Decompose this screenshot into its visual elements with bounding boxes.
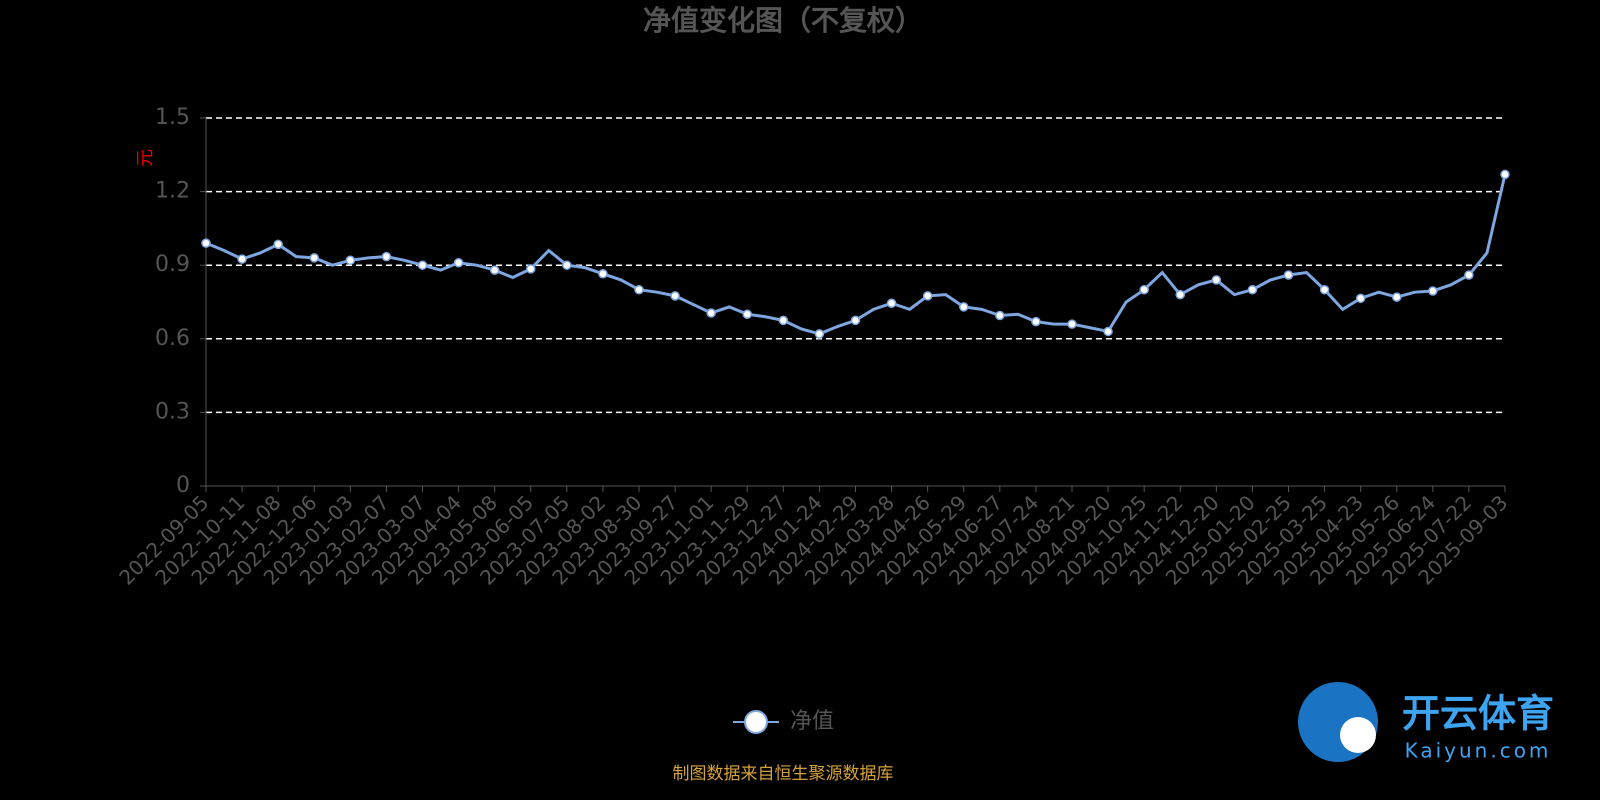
point <box>598 269 608 279</box>
point <box>670 291 680 301</box>
point <box>1067 319 1077 329</box>
point <box>959 302 969 312</box>
point <box>1464 270 1474 280</box>
y-tick-label: 1.2 <box>155 179 190 204</box>
source-note: 制图数据来自恒生聚源数据库 <box>673 764 894 784</box>
point <box>886 298 897 308</box>
point <box>237 254 247 264</box>
point <box>453 257 464 268</box>
y-tick-label: 0.6 <box>155 326 190 351</box>
point <box>381 251 392 262</box>
point <box>1211 275 1222 285</box>
point <box>273 239 283 250</box>
point <box>1247 284 1258 295</box>
point <box>1392 292 1402 302</box>
point <box>1283 270 1294 280</box>
point <box>995 310 1005 321</box>
watermark-brand: 开云体育 <box>1402 692 1554 736</box>
y-axis-label: 元 <box>135 149 156 167</box>
point <box>1175 289 1185 300</box>
watermark-site: Kaiyun.com <box>1405 739 1552 763</box>
point <box>814 329 825 339</box>
point <box>417 260 428 270</box>
point <box>1428 286 1438 296</box>
point <box>922 291 933 301</box>
point <box>1500 169 1510 180</box>
y-tick-label: 1.5 <box>155 105 190 130</box>
legend-marker <box>744 710 768 734</box>
y-tick-label: 0 <box>176 473 190 498</box>
logo-ball <box>1340 717 1376 753</box>
y-tick-label: 0.9 <box>155 252 190 277</box>
y-tick-label: 0.3 <box>155 399 190 424</box>
point <box>1139 284 1149 295</box>
point <box>1031 316 1041 327</box>
point <box>526 264 536 274</box>
point <box>706 308 716 318</box>
chart-title: 净值变化图（不复权） <box>643 4 923 37</box>
point <box>1355 293 1366 304</box>
point <box>778 315 789 326</box>
point <box>309 253 319 263</box>
point <box>1103 326 1113 337</box>
point <box>742 309 752 320</box>
point <box>489 265 500 275</box>
point <box>201 238 211 248</box>
point <box>1319 284 1330 295</box>
legend-label: 净值 <box>790 709 834 734</box>
point <box>562 260 572 270</box>
watermark: 开云体育 Kaiyun.com <box>1298 682 1554 763</box>
point <box>634 284 644 295</box>
point <box>345 255 356 266</box>
point <box>850 315 861 326</box>
